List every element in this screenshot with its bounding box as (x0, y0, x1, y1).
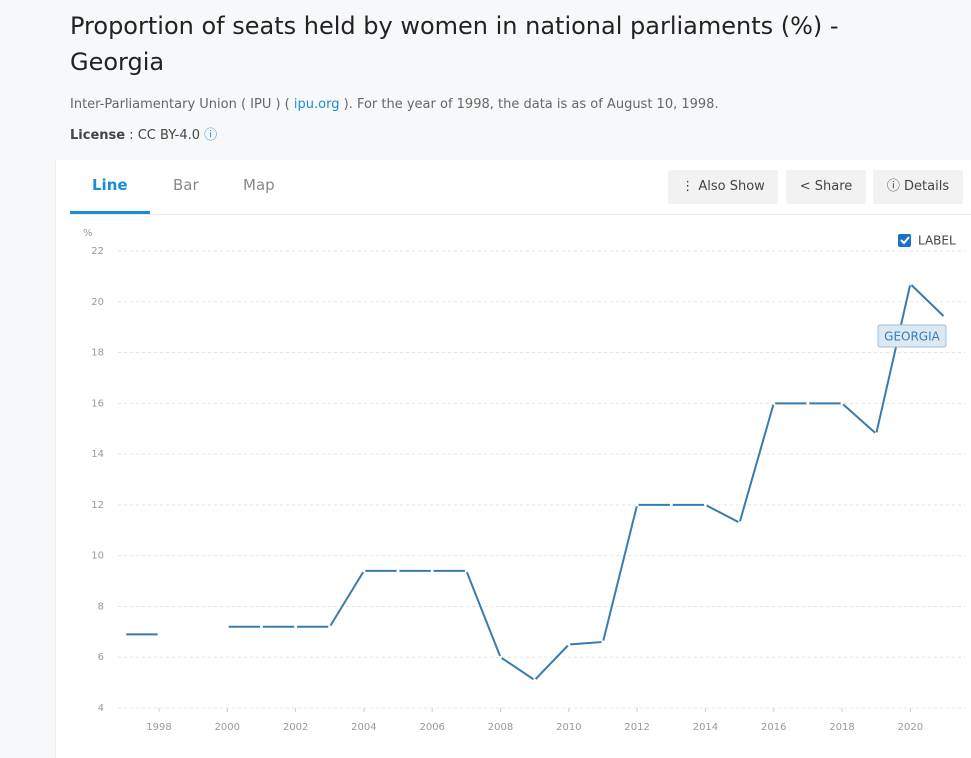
checkmark (900, 236, 910, 245)
series-line (124, 282, 946, 682)
button-label: Details (904, 179, 950, 194)
data-point (874, 432, 878, 436)
x-tick-label: 2010 (556, 722, 581, 733)
legend-label: LABEL (918, 234, 956, 248)
x-tick-label: 2006 (419, 722, 444, 733)
license-label: License (70, 128, 126, 143)
data-point (225, 625, 229, 629)
x-tick-label: 2000 (215, 722, 240, 733)
license: License : CC BY-4.0 ⓘ (70, 124, 217, 143)
data-point (635, 503, 639, 507)
y-tick-label: 20 (91, 297, 104, 308)
license-value: : CC BY-4.0 (129, 128, 200, 143)
data-point (464, 569, 468, 573)
source: Inter-Parliamentary Union ( IPU ) ( ipu.… (70, 97, 719, 112)
y-tick-label: 12 (91, 500, 104, 511)
data-point (601, 640, 605, 644)
data-point (703, 503, 707, 507)
x-tick-label: 2002 (283, 722, 308, 733)
y-tick-label: 6 (98, 652, 104, 663)
tab-bar[interactable]: Bar (173, 176, 199, 194)
source-link[interactable]: ipu.org (293, 97, 340, 112)
info-icon[interactable]: ⓘ (204, 128, 218, 143)
tab-map[interactable]: Map (243, 176, 275, 194)
legend-checkbox (898, 234, 911, 247)
y-tick-label: 22 (91, 246, 104, 257)
also-show-button[interactable]: ⋮ Also Show (668, 170, 778, 204)
x-tick-label: 2016 (761, 722, 786, 733)
data-point (533, 678, 537, 682)
x-tick-label: 2014 (693, 722, 718, 733)
tab-underline (70, 211, 150, 214)
title: Proportion of seats held by women in nat… (70, 12, 839, 76)
series-label-box (877, 324, 947, 348)
data-point (157, 632, 161, 636)
data-point (806, 401, 810, 405)
tab-divider (70, 214, 971, 215)
y-tick-label: 18 (91, 348, 104, 359)
data-point (362, 569, 366, 573)
x-tick-label: 2020 (898, 722, 923, 733)
data-point (738, 521, 742, 525)
y-tick-label: 14 (91, 449, 104, 460)
x-tick-label: 1998 (146, 722, 171, 733)
y-tick-label: 8 (98, 601, 104, 612)
button-label: Also Show (698, 179, 765, 194)
source-suffix: ). For the year of 1998, the data is as … (343, 97, 719, 112)
x-tick-label: 2012 (624, 722, 649, 733)
y-tick-label: 10 (91, 551, 104, 562)
data-point (259, 625, 263, 629)
tab-line[interactable]: Line (92, 176, 128, 194)
data-point (294, 625, 298, 629)
data-point (328, 625, 332, 629)
data-point (669, 503, 673, 507)
x-tick-label: 2004 (351, 722, 376, 733)
button-label: Share (814, 179, 853, 194)
share-button[interactable]: < Share (786, 170, 866, 204)
data-point (943, 315, 947, 319)
y-axis-label: % (83, 228, 93, 239)
data-point (840, 401, 844, 405)
y-tick-label: 16 (91, 398, 104, 409)
series-label: GEORGIA (884, 330, 941, 344)
y-tick-label: 4 (98, 703, 104, 714)
data-point (499, 655, 503, 659)
data-point (430, 569, 434, 573)
source-prefix: Inter-Parliamentary Union ( IPU ) ( (70, 97, 290, 112)
data-point (396, 569, 400, 573)
details-button[interactable]: ⓘ Details (873, 170, 963, 204)
data-point (908, 282, 912, 286)
card (55, 160, 971, 758)
x-tick-label: 2018 (829, 722, 854, 733)
data-point (567, 643, 571, 647)
data-point (772, 401, 776, 405)
x-tick-label: 2008 (488, 722, 513, 733)
data-point (123, 632, 127, 636)
